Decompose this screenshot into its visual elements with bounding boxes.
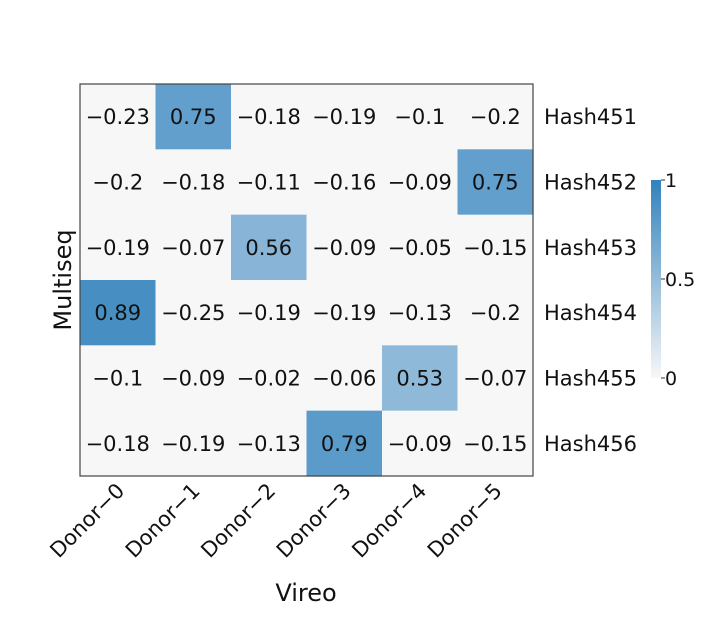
heatmap-cell-label: −0.06: [312, 366, 376, 390]
heatmap-cell-label: −0.2: [92, 170, 143, 194]
heatmap-cell: [80, 84, 157, 150]
heatmap-cell-label: 0.79: [321, 432, 368, 456]
heatmap-cell: [155, 214, 232, 281]
x-axis-title: Vireo: [275, 579, 336, 607]
y-tick-labels: Hash451 Hash452 Hash453 Hash454 Hash455 Hash4…: [544, 105, 637, 456]
heatmap-cell: [80, 214, 157, 281]
heatmap-cell: [306, 149, 383, 216]
colorbar-tick-label: 0: [665, 368, 677, 390]
x-tick-label: Donor−5: [423, 479, 507, 563]
heatmap-cell-label: −0.13: [237, 432, 301, 456]
heatmap-cell: [80, 279, 157, 346]
heatmap-cell-label: −0.15: [463, 236, 527, 260]
heatmap-cell-label: 0.53: [396, 366, 443, 390]
heatmap-cell: [306, 84, 383, 150]
heatmap-cell-label: −0.07: [161, 236, 225, 260]
heatmap-cell: [457, 84, 534, 150]
colorbar-gradient: [651, 180, 661, 378]
heatmap-cell-label: −0.09: [312, 236, 376, 260]
heatmap-cell: [382, 149, 459, 216]
heatmap-cell-label: −0.15: [463, 432, 527, 456]
heatmap-cell: [382, 345, 459, 412]
heatmap-cell-label: −0.09: [388, 170, 452, 194]
heatmap-cell-label: −0.16: [312, 170, 376, 194]
heatmap-cell-label: −0.1: [394, 105, 445, 129]
colorbar-tick-label: 1: [665, 170, 677, 192]
x-tick-label: Donor−2: [196, 479, 280, 563]
heatmap-cell: [382, 214, 459, 281]
heatmap-cell-label: −0.19: [237, 301, 301, 325]
heatmap-cell-label: −0.23: [86, 105, 150, 129]
x-tick-label: Donor−4: [347, 479, 431, 563]
y-tick-label: Hash454: [544, 301, 637, 325]
colorbar-ticks: 00.51: [661, 170, 695, 390]
heatmap-cell: [231, 279, 308, 346]
colorbar-tick-label: 0.5: [665, 269, 695, 291]
heatmap-cell-label: −0.18: [161, 170, 225, 194]
heatmap-cell-label: −0.13: [388, 301, 452, 325]
heatmap-cell-label: −0.19: [161, 432, 225, 456]
heatmap-cell: [306, 410, 383, 477]
heatmap-cell: [231, 410, 308, 477]
heatmap-cell-label: −0.1: [92, 366, 143, 390]
heatmap-cell-label: 0.75: [170, 105, 217, 129]
colorbar: 00.51: [651, 170, 695, 390]
heatmap-cell-label: −0.18: [86, 432, 150, 456]
heatmap-cell: [155, 410, 232, 477]
heatmap-cell: [382, 410, 459, 477]
heatmap-cell-labels: −0.23 0.75 −0.18 −0.19 −0.1 −0.2 −0.2 −0.18 −0.1…: [86, 105, 528, 456]
heatmap-cell: [306, 279, 383, 346]
heatmap-cell-label: −0.07: [463, 366, 527, 390]
heatmap-cell-label: −0.02: [237, 366, 301, 390]
heatmap-cell-label: 0.56: [245, 236, 292, 260]
heatmap-cell: [231, 149, 308, 216]
heatmap-cell-label: 0.89: [94, 301, 141, 325]
heatmap-cell: [457, 410, 534, 477]
heatmap-cell: [457, 214, 534, 281]
heatmap-cell: [457, 149, 534, 216]
y-tick-label: Hash453: [544, 236, 637, 260]
heatmap-cell: [80, 410, 157, 477]
x-tick-label: Donor−1: [121, 479, 205, 563]
heatmap-cell-label: −0.09: [388, 432, 452, 456]
heatmap-cell-label: −0.25: [161, 301, 225, 325]
heatmap-cell-label: −0.18: [237, 105, 301, 129]
heatmap-cell: [80, 149, 157, 216]
heatmap-cell: [231, 84, 308, 150]
x-tick-label: Donor−0: [45, 479, 129, 563]
heatmap-cell-label: −0.11: [237, 170, 301, 194]
heatmap-cell-label: −0.2: [470, 301, 521, 325]
y-tick-label: Hash455: [544, 366, 637, 390]
heatmap-cell-label: −0.2: [470, 105, 521, 129]
heatmap-cell-label: 0.75: [472, 170, 519, 194]
y-axis-title: Multiseq: [49, 229, 77, 330]
heatmap-cell: [231, 345, 308, 412]
heatmap-cell: [457, 279, 534, 346]
heatmap-cell: [155, 149, 232, 216]
y-tick-label: Hash456: [544, 432, 637, 456]
heatmap-cell: [457, 345, 534, 412]
y-tick-label: Hash451: [544, 105, 637, 129]
y-tick-label: Hash452: [544, 170, 637, 194]
heatmap-cell-label: −0.19: [312, 105, 376, 129]
heatmap-cell: [231, 214, 308, 281]
heatmap-cell-label: −0.19: [312, 301, 376, 325]
heatmap-cell: [80, 345, 157, 412]
heatmap-cell: [155, 279, 232, 346]
heatmap-cell: [382, 84, 459, 150]
heatmap-cell: [306, 345, 383, 412]
heatmap-cell: [382, 279, 459, 346]
plot-frame: [79, 83, 534, 477]
heatmap-cell: [155, 345, 232, 412]
heatmap-cell: [155, 84, 232, 150]
x-tick-labels: Donor−0Donor−1Donor−2Donor−3Donor−4Donor…: [45, 479, 506, 563]
heatmap-cell: [306, 214, 383, 281]
x-tick-label: Donor−3: [272, 479, 356, 563]
heatmap-cells: [80, 84, 534, 477]
heatmap-cell-label: −0.05: [388, 236, 452, 260]
heatmap-cell-label: −0.19: [86, 236, 150, 260]
heatmap-cell-label: −0.09: [161, 366, 225, 390]
